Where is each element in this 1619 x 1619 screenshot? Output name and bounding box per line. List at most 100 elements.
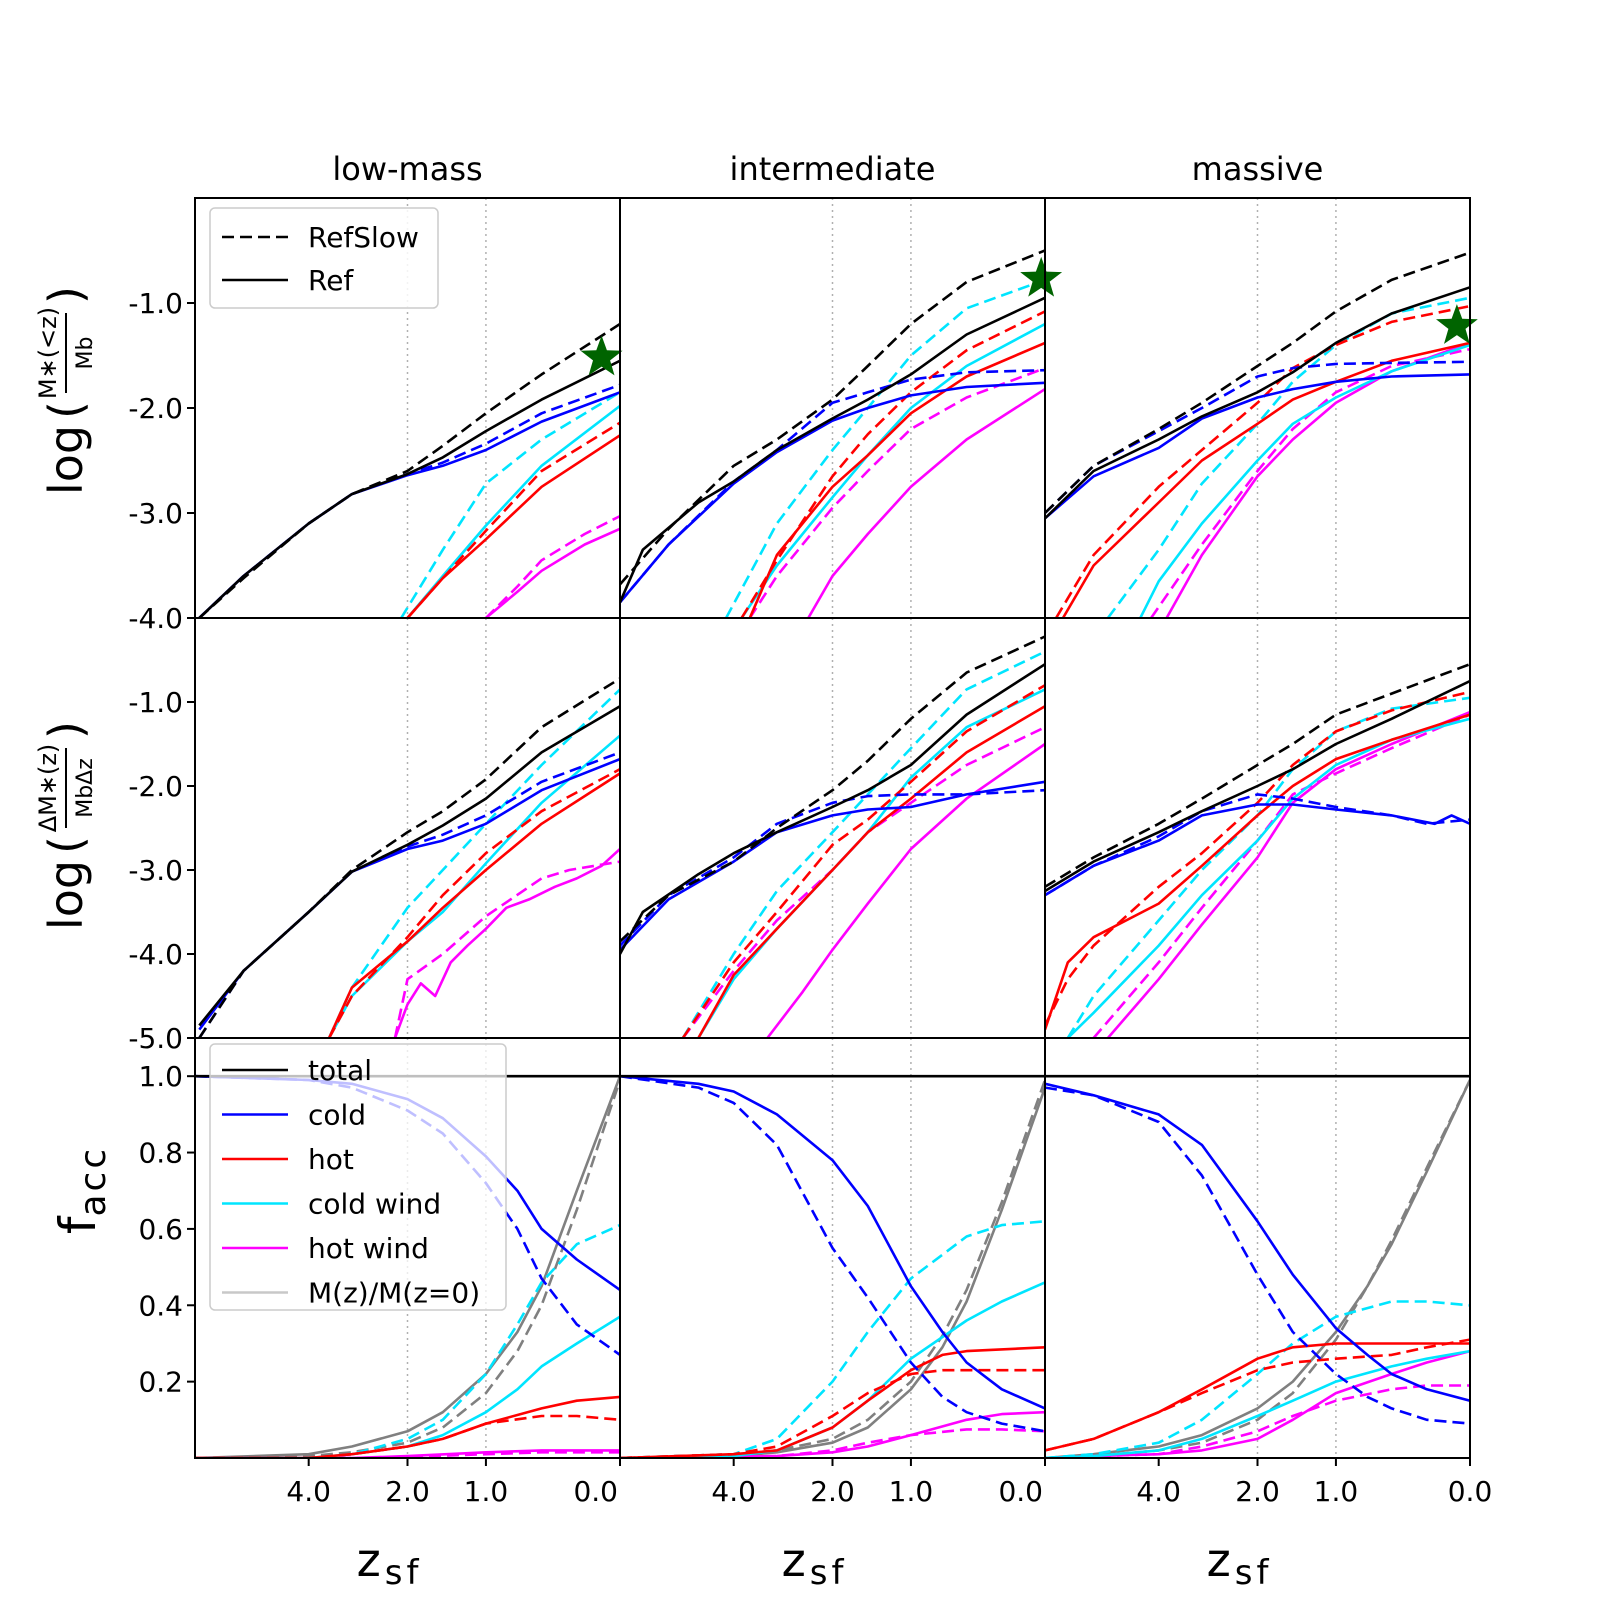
- legend-label: hot wind: [308, 1232, 429, 1265]
- series-line-total-dashed: [198, 322, 620, 618]
- column-title: low-mass: [332, 150, 482, 188]
- y-axis-label-paren: (: [39, 836, 93, 854]
- series-line-hot-dashed: [740, 310, 1045, 618]
- y-axis-label-log: log: [39, 425, 93, 495]
- legend-label: hot: [308, 1143, 354, 1176]
- series-line-total-solid: [1045, 286, 1470, 520]
- x-tick-label: 2.0: [385, 1475, 430, 1508]
- series-line-hot-solid: [1045, 713, 1470, 1031]
- series-line-hot-wind-dashed: [1150, 347, 1470, 618]
- legend-label: cold wind: [308, 1188, 441, 1221]
- legend-label: cold: [308, 1099, 366, 1132]
- panel-lines-cumulative-intermediate: [620, 249, 1045, 618]
- series-line-m-z-m-z-0--dashed: [620, 1079, 1045, 1458]
- y-axis-label-text: facc: [49, 1146, 114, 1234]
- column-title: intermediate: [730, 150, 936, 188]
- series-line-hot-wind-dashed: [748, 366, 1045, 618]
- series-line-cold-wind-solid: [740, 322, 1045, 618]
- y-tick-label: 0.8: [138, 1137, 183, 1170]
- legend-box: [209, 1043, 507, 1311]
- y-tick-label: -4.0: [128, 938, 183, 971]
- legend-label: M(z)/M(z=0): [308, 1277, 480, 1310]
- x-axis-label-main: z: [1207, 1533, 1231, 1587]
- x-axis-label-subscript: sf: [1235, 1553, 1273, 1593]
- series-line-cold-wind-solid: [1139, 343, 1470, 618]
- series-line-cold-wind-dashed: [620, 1220, 1045, 1458]
- series-line-total-dashed: [1045, 251, 1470, 514]
- series-line-hot-wind-solid: [620, 1410, 1045, 1458]
- x-tick-label: 4.0: [711, 1475, 756, 1508]
- series-line-cold-solid: [620, 381, 1045, 604]
- panel-lines-differential-massive: [1045, 662, 1470, 1038]
- x-axis-label-subscript: sf: [385, 1553, 423, 1593]
- x-axis-label-main: z: [782, 1533, 806, 1587]
- y-tick-label: 0.6: [138, 1213, 183, 1246]
- series-line-cold-wind-solid: [327, 734, 620, 1038]
- x-tick-label: 0.0: [998, 1475, 1043, 1508]
- series-line-hot-wind-dashed: [393, 860, 620, 1038]
- y-tick-label: 1.0: [138, 1060, 183, 1093]
- x-tick-label: 0.0: [1448, 1475, 1493, 1508]
- y-axis-label-paren: (: [39, 401, 93, 419]
- y-axis-label: log (ΔM∗(z) MbΔz): [34, 721, 98, 930]
- star-marker: [580, 335, 623, 376]
- series-line-cold-solid: [620, 1074, 1045, 1410]
- y-axis-label: log (M∗(<z) Mb): [34, 286, 98, 495]
- y-tick-label: -2.0: [128, 770, 183, 803]
- y-axis-label-numerator: ΔM∗(z): [34, 744, 62, 833]
- series-line-hot-wind-solid: [485, 527, 620, 618]
- series-line-m-z-m-z-0--solid: [195, 1075, 620, 1458]
- y-tick-label: -3.0: [128, 497, 183, 530]
- series-line-hot-wind-dashed: [681, 726, 1045, 1038]
- x-axis-label: z sf: [357, 1533, 423, 1593]
- x-tick-label: 4.0: [286, 1475, 331, 1508]
- x-axis-label: z sf: [782, 1533, 848, 1593]
- x-tick-label: 1.0: [464, 1475, 509, 1508]
- legend-label: Ref: [308, 264, 354, 297]
- series-line-hot-solid: [327, 772, 620, 1038]
- series-line-cold-wind-solid: [1045, 1349, 1470, 1458]
- series-line-cold-dashed: [620, 368, 1045, 604]
- series-line-cold-wind-solid: [697, 688, 1045, 1038]
- series-line-cold-solid: [1045, 1082, 1470, 1402]
- series-line-hot-dashed: [681, 684, 1045, 1038]
- series-line-cold-wind-dashed: [400, 391, 620, 618]
- y-axis-label-paren: ): [39, 286, 93, 304]
- panel-lines-cumulative-massive: [1045, 251, 1470, 618]
- x-tick-label: 2.0: [1235, 1475, 1280, 1508]
- star-marker: [1436, 304, 1478, 344]
- series-line-hot-wind-solid: [1045, 1349, 1470, 1458]
- panel-lines-differential-intermediate: [620, 635, 1045, 1038]
- legend-box: [209, 207, 439, 309]
- series-line-cold-wind-dashed: [1045, 1300, 1470, 1458]
- series-line-hot-wind-solid: [1106, 710, 1470, 1038]
- column-title: massive: [1192, 150, 1324, 188]
- series-line-cold-dashed: [198, 751, 620, 1038]
- y-tick-label: -2.0: [128, 392, 183, 425]
- x-axis-label-main: z: [357, 1533, 381, 1587]
- series-line-hot-solid: [748, 341, 1045, 618]
- series-line-cold-dashed: [1045, 793, 1470, 897]
- y-axis-label-numerator: M∗(<z): [34, 307, 62, 399]
- series-line-hot-dashed: [1045, 690, 1470, 1026]
- x-tick-label: 1.0: [1314, 1475, 1359, 1508]
- series-line-hot-solid: [1061, 341, 1470, 618]
- series-line-hot-wind-dashed: [484, 514, 620, 618]
- y-axis-label-subscript: acc: [73, 1146, 114, 1217]
- x-axis-label-subscript: sf: [810, 1553, 848, 1593]
- series-line-hot-dashed: [1045, 1338, 1470, 1452]
- series-line-cold-wind-solid: [1066, 717, 1470, 1038]
- series-line-cold-dashed: [620, 788, 1045, 947]
- series-line-m-z-m-z-0--solid: [1045, 1079, 1470, 1458]
- star-marker: [1020, 256, 1063, 297]
- series-line-total-solid: [1045, 679, 1470, 893]
- y-tick-label: 0.4: [138, 1289, 183, 1322]
- y-tick-label: -5.0: [128, 1022, 183, 1055]
- series-line-cold-wind-dashed: [1066, 696, 1470, 1038]
- panel-lines-fraction-massive: [1045, 1074, 1470, 1458]
- x-axis-label: z sf: [1207, 1533, 1273, 1593]
- series-line-m-z-m-z-0--dashed: [1045, 1079, 1470, 1458]
- y-tick-label: -1.0: [128, 287, 183, 320]
- series-line-hot-solid: [1045, 1342, 1470, 1452]
